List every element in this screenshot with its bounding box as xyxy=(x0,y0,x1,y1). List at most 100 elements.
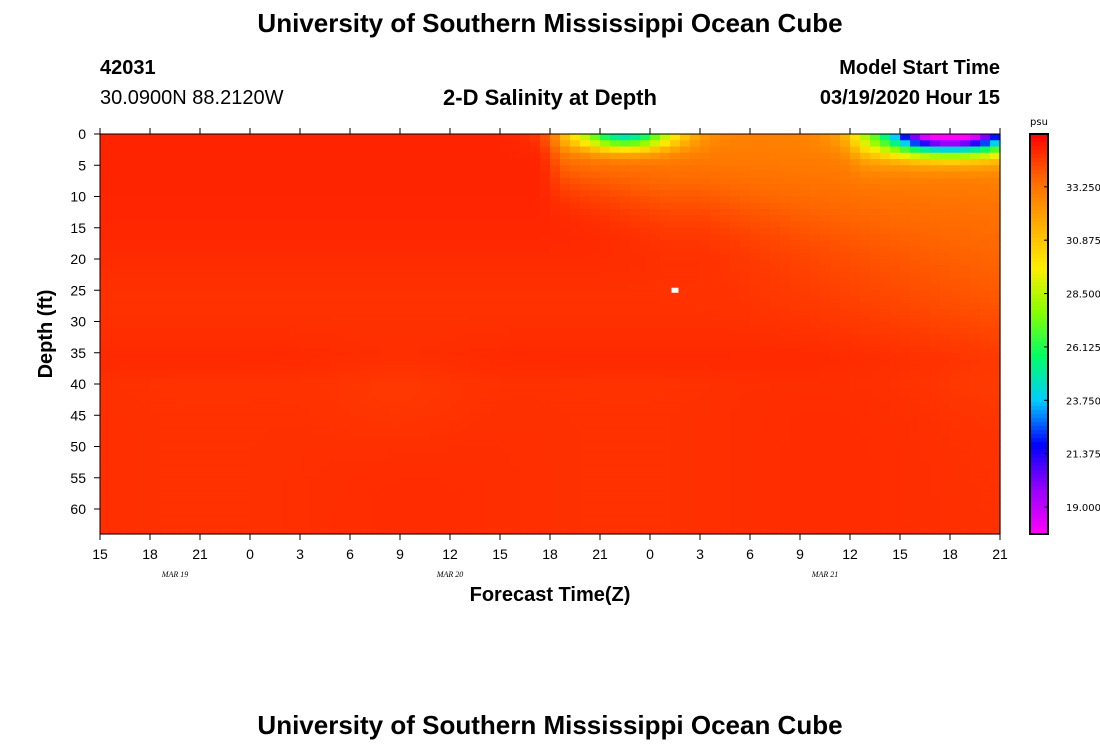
heatmap-cell xyxy=(780,371,791,379)
heatmap-cell xyxy=(320,202,331,210)
heatmap-cell xyxy=(700,452,711,460)
heatmap-cell xyxy=(590,171,601,179)
heatmap-cell xyxy=(140,259,151,266)
heatmap-cell xyxy=(250,502,261,510)
heatmap-cell xyxy=(730,271,741,279)
heatmap-cell xyxy=(480,290,491,298)
heatmap-cell xyxy=(120,484,131,491)
heatmap-cell xyxy=(710,290,721,298)
heatmap-cell xyxy=(570,134,581,141)
heatmap-cell xyxy=(710,502,721,510)
heatmap-cell xyxy=(250,202,261,210)
heatmap-cell xyxy=(160,271,171,279)
heatmap-cell xyxy=(360,340,371,348)
heatmap-cell xyxy=(120,315,131,323)
heatmap-cell xyxy=(250,196,261,204)
heatmap-cell xyxy=(300,340,311,348)
heatmap-cell xyxy=(210,296,221,304)
heatmap-cell xyxy=(580,365,591,373)
heatmap-cell xyxy=(410,296,421,304)
heatmap-cell xyxy=(510,259,521,266)
heatmap-cell xyxy=(250,215,261,223)
heatmap-cell xyxy=(330,502,341,510)
heatmap-cell xyxy=(220,384,231,391)
heatmap-cell xyxy=(740,209,751,216)
heatmap-cell xyxy=(140,402,151,410)
heatmap-cell xyxy=(290,290,301,298)
heatmap-cell xyxy=(290,302,301,310)
heatmap-cell xyxy=(150,152,161,160)
heatmap-cell xyxy=(610,152,621,160)
heatmap-cell xyxy=(750,527,761,535)
heatmap-cell xyxy=(110,240,121,248)
heatmap-cell xyxy=(740,440,751,448)
heatmap-cell xyxy=(500,434,511,441)
heatmap-cell xyxy=(810,515,821,523)
heatmap-cell xyxy=(400,446,411,454)
heatmap-cell xyxy=(450,134,461,141)
heatmap-cell xyxy=(170,327,181,335)
heatmap-cell xyxy=(270,234,281,241)
heatmap-cell xyxy=(210,465,221,473)
heatmap-cell xyxy=(250,415,261,423)
heatmap-cell xyxy=(550,321,561,329)
heatmap-cell xyxy=(770,527,781,535)
heatmap-cell xyxy=(740,140,751,148)
heatmap-cell xyxy=(360,159,371,166)
heatmap-cell xyxy=(300,396,311,404)
heatmap-cell xyxy=(490,415,501,423)
heatmap-cell xyxy=(430,434,441,441)
heatmap-cell xyxy=(810,471,821,479)
heatmap-cell xyxy=(620,234,631,241)
heatmap-cell xyxy=(130,402,141,410)
heatmap-cell xyxy=(540,402,551,410)
heatmap-cell xyxy=(470,396,481,404)
heatmap-cell xyxy=(600,265,611,273)
heatmap-cell xyxy=(620,396,631,404)
heatmap-cell xyxy=(720,221,731,229)
heatmap-cell xyxy=(470,496,481,504)
heatmap-cell xyxy=(240,377,251,385)
heatmap-cell xyxy=(620,259,631,266)
heatmap-cell xyxy=(100,146,111,154)
heatmap-cell xyxy=(260,409,271,416)
heatmap-cell xyxy=(150,146,161,154)
heatmap-cell xyxy=(170,427,181,435)
heatmap-cell xyxy=(390,434,401,441)
heatmap-cell xyxy=(730,159,741,166)
heatmap-cell xyxy=(720,415,731,423)
heatmap-cell xyxy=(670,352,681,360)
heatmap-cell xyxy=(840,165,851,173)
heatmap-cell xyxy=(310,146,321,154)
heatmap-cell xyxy=(830,409,841,416)
heatmap-cell xyxy=(260,284,271,291)
heatmap-cell xyxy=(620,290,631,298)
heatmap-cell xyxy=(390,227,401,235)
heatmap-cell xyxy=(220,496,231,504)
heatmap-cell xyxy=(310,277,321,285)
heatmap-cell xyxy=(650,315,661,323)
heatmap-cell xyxy=(150,427,161,435)
heatmap-cell xyxy=(560,215,571,223)
heatmap-cell xyxy=(210,390,221,398)
heatmap-cell xyxy=(610,240,621,248)
heatmap-cell xyxy=(150,340,161,348)
heatmap-cell xyxy=(330,459,341,466)
heatmap-cell xyxy=(490,346,501,354)
heatmap-cell xyxy=(480,477,491,485)
heatmap-cell xyxy=(710,490,721,498)
heatmap-cell xyxy=(430,421,441,429)
heatmap-cell xyxy=(560,202,571,210)
heatmap-cell xyxy=(400,434,411,441)
heatmap-cell xyxy=(870,277,881,285)
heatmap-cell xyxy=(830,165,841,173)
heatmap-cell xyxy=(470,390,481,398)
heatmap-cell xyxy=(370,359,381,366)
heatmap-cell xyxy=(280,290,291,298)
heatmap-cell xyxy=(660,240,671,248)
heatmap-cell xyxy=(390,415,401,423)
heatmap-cell xyxy=(790,509,801,516)
heatmap-cell xyxy=(150,334,161,341)
heatmap-cell xyxy=(760,490,771,498)
heatmap-cell xyxy=(520,340,531,348)
